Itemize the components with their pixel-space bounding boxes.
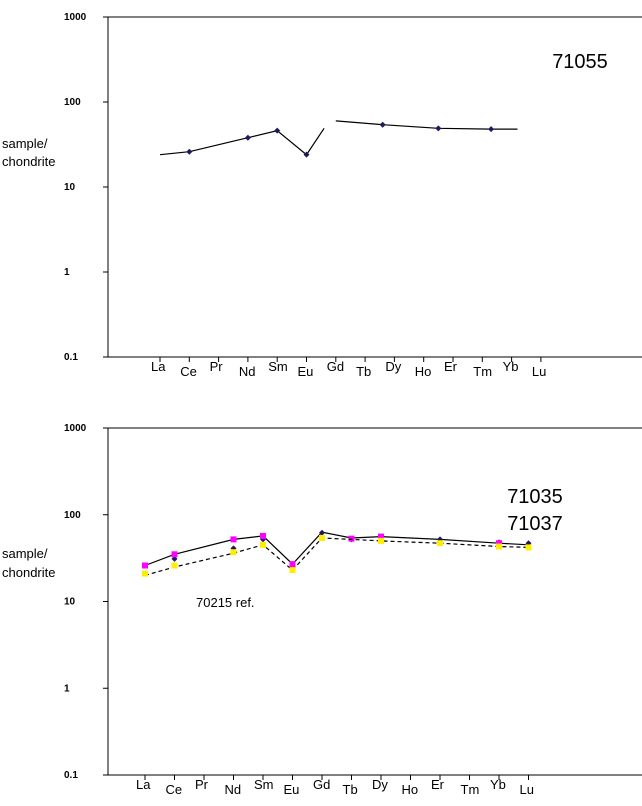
x-tick-label: Sm (254, 777, 274, 792)
y-tick-label: 10 (64, 597, 76, 608)
x-tick-label: Tm (461, 782, 480, 797)
x-tick-label: Ce (180, 364, 197, 379)
y-axis-label: sample/ (2, 136, 48, 151)
chart-panel-1: 1000 100 10 1 0.1 La Ce Pr Nd Sm Eu Gd Tb Dy Ho Er Tm Yb L… (2, 12, 642, 379)
data-point (435, 125, 442, 132)
x-tick-label: Sm (268, 359, 288, 374)
x-tick-label: Tb (356, 364, 371, 379)
data-point (319, 529, 325, 536)
x-tick-label: La (136, 777, 151, 792)
x-tick-label: Ho (415, 364, 432, 379)
data-point (303, 151, 310, 158)
x-tick-label: Er (444, 359, 458, 374)
data-point (230, 549, 237, 556)
x-tick-label: Ce (166, 782, 183, 797)
data-point (525, 544, 532, 551)
data-point (230, 536, 237, 543)
reference-note: 70215 ref. (196, 595, 255, 610)
data-point (289, 561, 296, 568)
y-tick-label: 100 (64, 510, 81, 521)
data-point (379, 121, 386, 128)
x-tick-label: Dy (372, 777, 388, 792)
y-tick-label: 1 (64, 267, 70, 278)
y-axis-label: chondrite (2, 154, 55, 169)
x-tick-label: Gd (327, 359, 344, 374)
data-point (171, 555, 178, 562)
data-point (496, 543, 502, 550)
x-tick-label: Eu (298, 364, 314, 379)
y-axis-label: sample/ (2, 546, 48, 561)
data-point (142, 562, 148, 569)
data-point (437, 540, 443, 547)
x-tick-label: Tb (343, 782, 358, 797)
x-tick-label: Lu (520, 782, 534, 797)
y-tick-label: 0.1 (64, 770, 78, 781)
data-point (488, 126, 495, 133)
data-point (244, 134, 251, 141)
data-point (171, 551, 178, 558)
y-tick-label: 0.1 (64, 352, 78, 363)
x-tick-label: Er (431, 777, 445, 792)
data-point (260, 541, 266, 548)
y-axis-label: chondrite (2, 565, 55, 580)
data-point (378, 533, 384, 540)
x-tick-label: Tm (473, 364, 492, 379)
data-point (496, 540, 502, 547)
x-tick-label: Lu (532, 364, 546, 379)
x-tick-label: Yb (490, 777, 506, 792)
series-line (144, 537, 529, 576)
x-tick-label: Ho (402, 782, 419, 797)
y-tick-label: 1000 (64, 423, 87, 434)
chart-panel-2: 1000 100 10 1 0.1 La Ce Pr Nd Sm Eu Gd Tb Dy Ho Er Tm Yb L… (2, 423, 642, 797)
x-tick-label: Gd (313, 777, 330, 792)
x-tick-label: Nd (239, 364, 256, 379)
x-tick-label: La (151, 359, 166, 374)
y-tick-label: 1000 (64, 12, 87, 23)
data-point (186, 148, 193, 155)
data-point (289, 567, 296, 574)
data-point (142, 570, 148, 577)
x-tick-label: Eu (284, 782, 300, 797)
data-point (348, 535, 355, 542)
x-tick-label: Pr (195, 777, 209, 792)
data-point (274, 127, 281, 134)
data-point (260, 532, 266, 539)
data-point (171, 562, 178, 569)
sample-id-label: 71037 (507, 513, 563, 535)
x-tick-label: Dy (385, 359, 401, 374)
data-point (319, 534, 325, 541)
y-tick-label: 10 (64, 182, 76, 193)
series-line (159, 127, 325, 156)
x-tick-label: Pr (210, 359, 224, 374)
y-tick-label: 100 (64, 97, 81, 108)
sample-id-label: 71055 (552, 51, 608, 73)
y-tick-label: 1 (64, 683, 70, 694)
data-point (378, 537, 384, 544)
x-tick-label: Nd (225, 782, 242, 797)
sample-id-label: 71035 (507, 486, 563, 508)
x-tick-label: Yb (503, 359, 519, 374)
